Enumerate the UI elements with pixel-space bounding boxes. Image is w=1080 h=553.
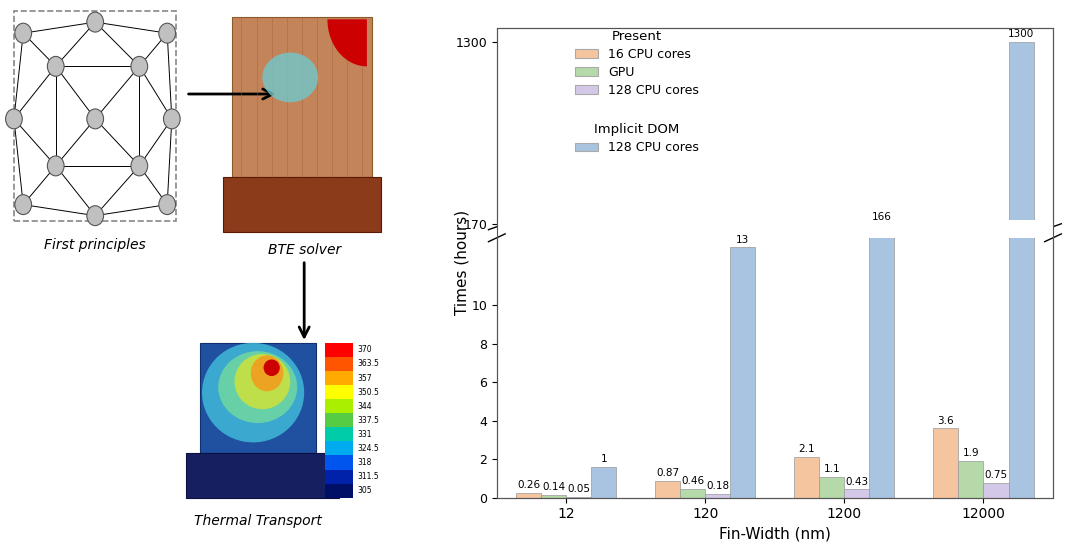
Bar [869, 225, 894, 252]
Polygon shape [325, 413, 353, 427]
Circle shape [15, 23, 31, 43]
Bar [869, 0, 894, 498]
Bar [845, 489, 869, 498]
Circle shape [86, 206, 104, 226]
Polygon shape [325, 399, 353, 413]
Ellipse shape [262, 53, 319, 102]
Circle shape [159, 195, 176, 215]
Text: BTE solver: BTE solver [268, 243, 341, 257]
Bar [592, 467, 617, 498]
Bar [958, 461, 984, 498]
Text: 3.6: 3.6 [937, 415, 955, 425]
Bar [933, 429, 958, 498]
Bar [1009, 0, 1034, 498]
Circle shape [86, 109, 104, 129]
Bar [730, 247, 755, 498]
Text: 350.5: 350.5 [357, 388, 379, 397]
X-axis label: Fin-Width (nm): Fin-Width (nm) [719, 527, 831, 542]
Ellipse shape [251, 356, 283, 392]
Bar [566, 497, 592, 498]
Text: 1.9: 1.9 [962, 448, 980, 458]
Circle shape [131, 56, 148, 76]
Text: 0.18: 0.18 [706, 481, 729, 492]
Polygon shape [186, 453, 339, 498]
Text: 13: 13 [737, 234, 750, 244]
Text: 1300: 1300 [1008, 29, 1035, 39]
Circle shape [5, 109, 23, 129]
Text: Times (hours): Times (hours) [455, 210, 470, 315]
Polygon shape [325, 441, 353, 456]
Bar [820, 477, 845, 498]
Text: 344: 344 [357, 401, 373, 411]
Text: 2.1: 2.1 [798, 445, 815, 455]
Circle shape [48, 156, 64, 176]
Polygon shape [325, 385, 353, 399]
Bar [984, 483, 1009, 498]
Text: 305: 305 [357, 486, 373, 495]
Text: 0.43: 0.43 [846, 477, 868, 487]
Bar [541, 495, 566, 498]
Circle shape [159, 23, 176, 43]
Polygon shape [325, 357, 353, 371]
Polygon shape [325, 343, 353, 357]
Circle shape [131, 156, 148, 176]
Polygon shape [232, 17, 372, 177]
Ellipse shape [234, 354, 291, 409]
Bar [656, 481, 680, 498]
Wedge shape [327, 19, 367, 66]
Circle shape [86, 12, 104, 32]
Ellipse shape [218, 351, 297, 423]
Text: 0.46: 0.46 [681, 476, 704, 486]
Text: Thermal Transport: Thermal Transport [193, 514, 322, 528]
Text: 0.14: 0.14 [542, 482, 565, 492]
Text: 311.5: 311.5 [357, 472, 379, 481]
Bar [516, 493, 541, 498]
Text: 363.5: 363.5 [357, 359, 379, 368]
Circle shape [48, 56, 64, 76]
Text: 324.5: 324.5 [357, 444, 379, 453]
Circle shape [163, 109, 180, 129]
Polygon shape [200, 343, 315, 453]
Text: 0.05: 0.05 [567, 484, 591, 494]
Text: 370: 370 [357, 346, 373, 354]
Text: 166: 166 [872, 212, 892, 222]
Bar [680, 489, 705, 498]
Bar [795, 457, 820, 498]
Bar [730, 249, 755, 252]
Ellipse shape [202, 343, 305, 442]
Polygon shape [325, 427, 353, 441]
Polygon shape [222, 177, 381, 232]
Polygon shape [325, 484, 353, 498]
Polygon shape [325, 371, 353, 385]
Ellipse shape [264, 359, 280, 376]
Bar [705, 494, 730, 498]
Circle shape [15, 195, 31, 215]
Text: 318: 318 [357, 458, 372, 467]
Text: 0.75: 0.75 [985, 471, 1008, 481]
Text: First principles: First principles [44, 238, 146, 252]
Bar [1009, 42, 1034, 252]
Polygon shape [325, 469, 353, 484]
Polygon shape [325, 456, 353, 469]
Text: 357: 357 [357, 373, 373, 383]
Text: 1: 1 [600, 454, 607, 464]
Text: 0.87: 0.87 [657, 468, 679, 478]
Text: 0.26: 0.26 [517, 480, 540, 490]
Bar [933, 251, 958, 252]
Text: 1.1: 1.1 [824, 463, 840, 473]
Text: 331: 331 [357, 430, 373, 439]
Text: 337.5: 337.5 [357, 416, 379, 425]
Legend: 128 CPU cores: 128 CPU cores [576, 123, 699, 154]
